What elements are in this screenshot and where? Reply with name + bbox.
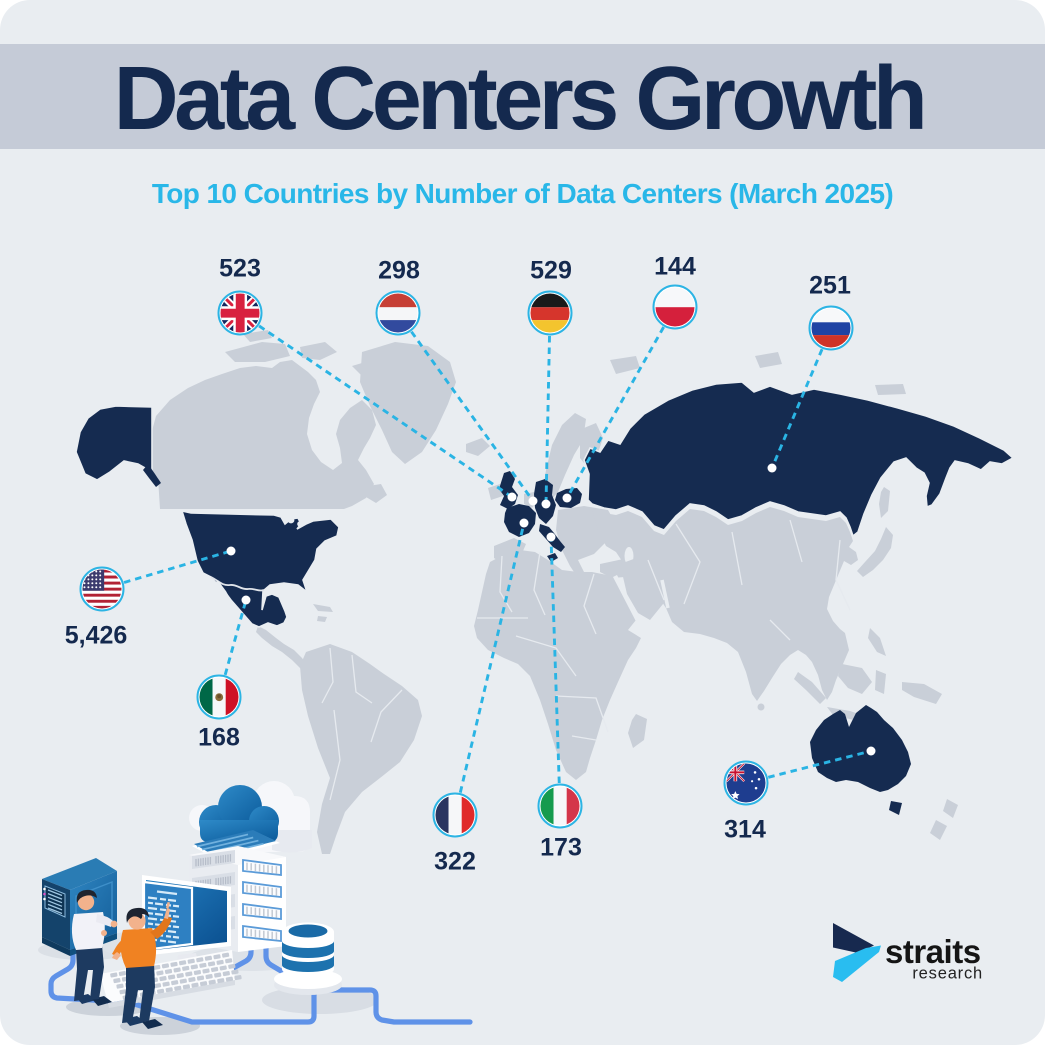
svg-text:research: research: [912, 965, 983, 983]
svg-text:straits: straits: [885, 933, 981, 970]
